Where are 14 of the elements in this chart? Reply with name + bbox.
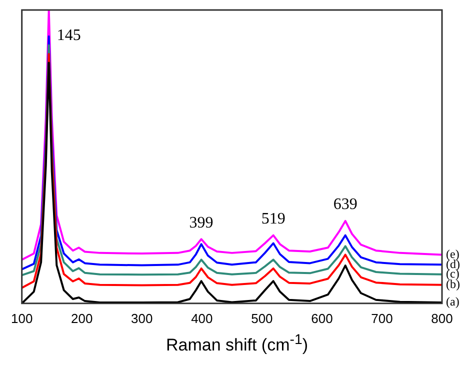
- x-tick-label: 100: [10, 310, 33, 326]
- annotation: 145: [56, 27, 81, 44]
- x-axis-title: Raman shift (cm$^{-1}$): [164, 332, 309, 356]
- x-tick-label: 500: [251, 310, 273, 326]
- annotation: 639: [333, 196, 358, 214]
- annotation: 399: [189, 214, 214, 232]
- series-label: (a): [446, 294, 460, 309]
- x-tick-label: 400: [191, 310, 213, 326]
- x-tick-label: 600: [311, 310, 333, 326]
- x-tick-label: 800: [431, 310, 453, 326]
- x-tick-label: 300: [131, 310, 153, 326]
- x-tick-label: 700: [371, 310, 393, 326]
- x-tick-label: 200: [71, 310, 93, 326]
- annotation: 519: [261, 210, 286, 228]
